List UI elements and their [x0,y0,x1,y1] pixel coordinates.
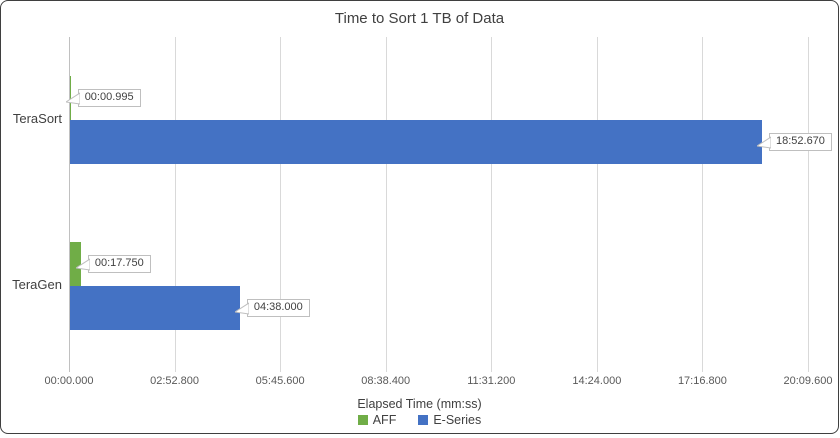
gridline [596,37,598,372]
legend-label: E-Series [433,413,482,427]
data-label-terasort-e-series: 18:52.670 [756,133,832,151]
legend-swatch-e-series [418,415,429,425]
x-axis-tick-label: 00:00.000 [44,375,94,387]
x-axis-tick-label: 14:24.000 [572,375,622,387]
legend-label: AFF [372,413,397,427]
gridline [491,37,493,372]
legend-item-aff[interactable]: AFF [357,413,397,427]
legend-swatch-aff [357,415,368,425]
legend-item-e-series[interactable]: E-Series [418,413,481,427]
x-axis-tick-label: 20:09.600 [783,375,833,387]
x-axis-tick-label: 11:31.200 [467,375,516,387]
data-label-teragen-e-series: 04:38.000 [234,299,310,317]
x-axis-tick-label: 02:52.800 [150,375,200,387]
x-axis-tick-label: 05:45.600 [255,375,305,387]
legend: AFF E-Series [1,413,838,427]
gridline [807,37,809,372]
y-axis-category-label: TeraGen [12,277,62,292]
gridline [174,37,176,372]
bar-teragen-aff[interactable] [70,242,81,286]
chart-title: Time to Sort 1 TB of Data [334,10,505,27]
gridline [702,37,704,372]
category-axis-line [69,37,70,372]
x-axis-tick-label: 17:16.800 [677,375,727,387]
gridline [385,37,387,372]
data-label-terasort-aff: 00:00.995 [65,89,141,107]
gridline [280,37,282,372]
y-axis-category-label: TeraSort [12,111,62,126]
bar-terasort-e-series[interactable] [70,120,762,164]
data-label-teragen-aff: 00:17.750 [75,255,151,273]
bar-terasort-aff[interactable] [70,76,71,120]
x-axis-tick-label: 08:38.400 [361,375,411,387]
bar-teragen-e-series[interactable] [70,286,240,330]
x-axis-title: Elapsed Time (mm:ss) [357,397,482,411]
